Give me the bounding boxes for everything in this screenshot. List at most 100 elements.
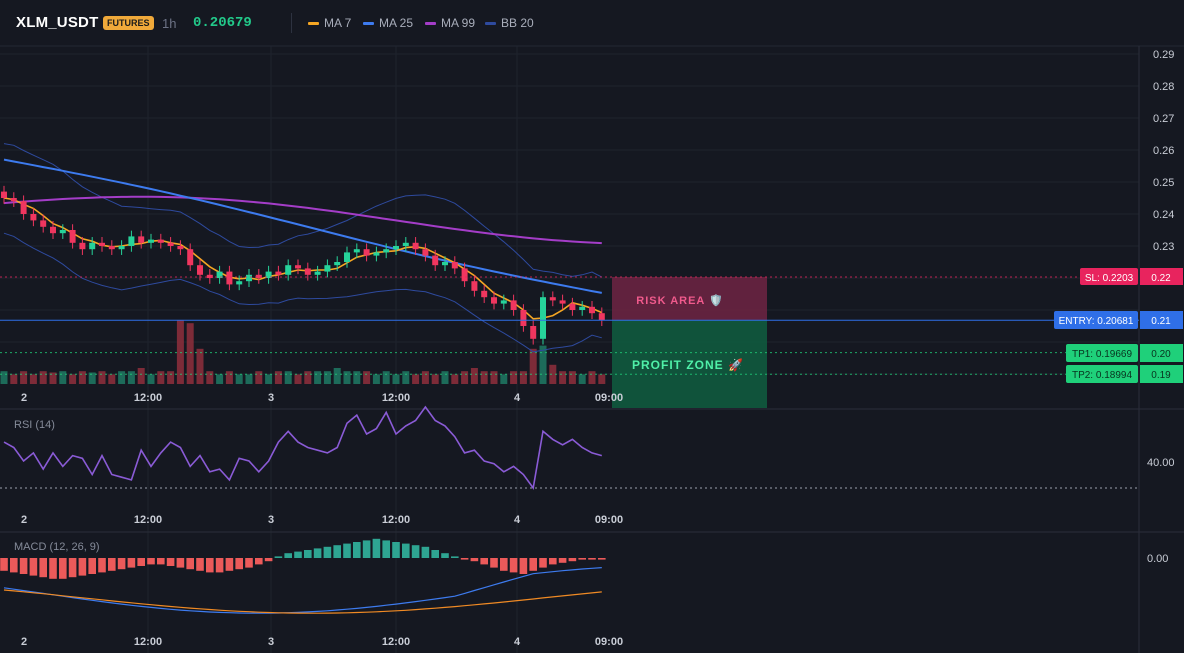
volume-bar xyxy=(147,374,155,384)
macd-label[interactable]: MACD (12, 26, 9) xyxy=(14,541,100,553)
candle-body xyxy=(10,198,17,202)
volume-bars xyxy=(0,320,606,384)
candle-body xyxy=(226,271,233,285)
volume-bar xyxy=(392,374,400,384)
volume-bar xyxy=(480,371,488,384)
time-tick-label: 12:00 xyxy=(382,636,410,648)
macd-histogram-bar xyxy=(127,558,136,568)
legend-ma99[interactable]: MA 99 xyxy=(425,16,475,30)
time-tick-label: 09:00 xyxy=(595,636,623,648)
macd-histogram-bar xyxy=(362,540,371,558)
volume-bar xyxy=(314,371,322,384)
tp2-label: TP2: 0.18994 xyxy=(1072,370,1132,381)
volume-bar xyxy=(490,371,498,384)
volume-bar xyxy=(598,374,606,384)
candle-body xyxy=(148,239,154,243)
candle-body xyxy=(402,242,409,246)
sl-axis-box xyxy=(1140,268,1183,285)
macd-histogram-bar xyxy=(382,540,390,558)
candle-body xyxy=(89,242,96,250)
macd-histogram-bar xyxy=(343,543,351,558)
macd-histogram-bar xyxy=(98,558,106,573)
futures-badge: FUTURES xyxy=(103,16,154,30)
rsi-axis-tick: 40.00 xyxy=(1147,457,1175,469)
macd-histogram-bar xyxy=(78,558,87,576)
candle-body xyxy=(285,265,292,275)
legend-bb20[interactable]: BB 20 xyxy=(485,16,534,30)
candle-body xyxy=(108,246,115,250)
candle-body xyxy=(79,242,86,250)
legend-ma25[interactable]: MA 25 xyxy=(363,16,413,30)
macd-histogram-bar xyxy=(372,538,381,558)
candle-body xyxy=(412,242,419,250)
risk-area-zone[interactable] xyxy=(612,277,767,320)
time-tick-label: 2 xyxy=(21,514,27,526)
price-axis[interactable]: 0.29 0.28 0.27 0.26 0.25 0.24 0.23 xyxy=(1153,49,1174,253)
macd-histogram-bar xyxy=(235,558,243,570)
candle-body xyxy=(167,242,174,246)
time-axis-main[interactable]: 2 12:00 3 12:00 4 09:00 xyxy=(21,392,623,404)
volume-bar xyxy=(421,371,429,384)
symbol-label[interactable]: XLM_USDT xyxy=(16,14,99,31)
macd-histogram-bar xyxy=(294,551,302,558)
moving-averages xyxy=(3,158,603,320)
price-tick-label: 0.23 xyxy=(1153,241,1174,253)
price-tick-label: 0.29 xyxy=(1153,49,1174,61)
volume-bar xyxy=(127,371,135,384)
candlesticks[interactable] xyxy=(1,185,605,345)
volume-bar xyxy=(372,374,380,384)
time-tick-label: 12:00 xyxy=(134,392,162,404)
entry-label-box xyxy=(1054,311,1138,329)
volume-bar xyxy=(323,371,331,384)
volume-bar xyxy=(402,371,410,384)
volume-bar xyxy=(216,374,224,384)
tp2-axis-box xyxy=(1140,365,1183,383)
macd-histogram-bar xyxy=(19,558,28,574)
volume-bar xyxy=(363,371,371,384)
candle-body xyxy=(510,300,517,310)
tp2-level-tag[interactable]: TP2: 0.18994 0.19 xyxy=(1066,365,1183,383)
volume-bar xyxy=(235,374,243,384)
candle-body xyxy=(540,297,546,339)
volume-bar xyxy=(304,371,312,384)
candle-body xyxy=(40,220,47,227)
rsi-label[interactable]: RSI (14) xyxy=(14,419,55,431)
macd-histogram-bar xyxy=(215,558,224,573)
candle-body xyxy=(295,265,301,269)
level-lines[interactable] xyxy=(0,276,1139,375)
volume-bar xyxy=(98,371,106,384)
profit-zone[interactable] xyxy=(612,320,767,408)
price-tick-label: 0.25 xyxy=(1153,177,1174,189)
macd-histogram-bar xyxy=(578,558,586,560)
legend-ma7[interactable]: MA 7 xyxy=(308,16,351,30)
ma7-swatch-icon xyxy=(308,21,319,25)
macd-histogram-bar xyxy=(500,558,508,571)
bb-upper-line xyxy=(3,143,603,278)
time-tick-label: 4 xyxy=(514,392,521,404)
volume-bar xyxy=(88,372,96,384)
bb-lower-line xyxy=(3,232,602,353)
interval-label[interactable]: 1h xyxy=(162,16,177,31)
tp1-level-tag[interactable]: TP1: 0.19669 0.20 xyxy=(1066,344,1183,362)
candle-body xyxy=(157,239,164,243)
macd-histogram-bar xyxy=(460,558,469,560)
candle-body xyxy=(344,252,350,262)
macd-histogram-bar xyxy=(353,542,361,558)
time-tick-label: 4 xyxy=(514,514,521,526)
macd-histogram-bar xyxy=(598,558,606,560)
macd-histogram-bar xyxy=(304,550,312,558)
macd-histogram-bar xyxy=(39,558,47,578)
sl-level-tag[interactable]: SL: 0.2203 0.22 xyxy=(1080,268,1183,285)
candle-body xyxy=(520,310,527,326)
candle-body xyxy=(304,268,311,275)
candle-body xyxy=(530,326,537,339)
time-tick-label: 12:00 xyxy=(134,514,162,526)
time-tick-label: 09:00 xyxy=(595,514,623,526)
macd-histogram-bar xyxy=(274,556,283,558)
entry-level-tag[interactable]: ENTRY: 0.20681 0.21 xyxy=(1054,311,1183,329)
tp1-label-box xyxy=(1066,344,1138,362)
candle-body xyxy=(559,300,566,304)
candle-body xyxy=(500,300,507,304)
legend-ma7-label: MA 7 xyxy=(324,16,352,30)
